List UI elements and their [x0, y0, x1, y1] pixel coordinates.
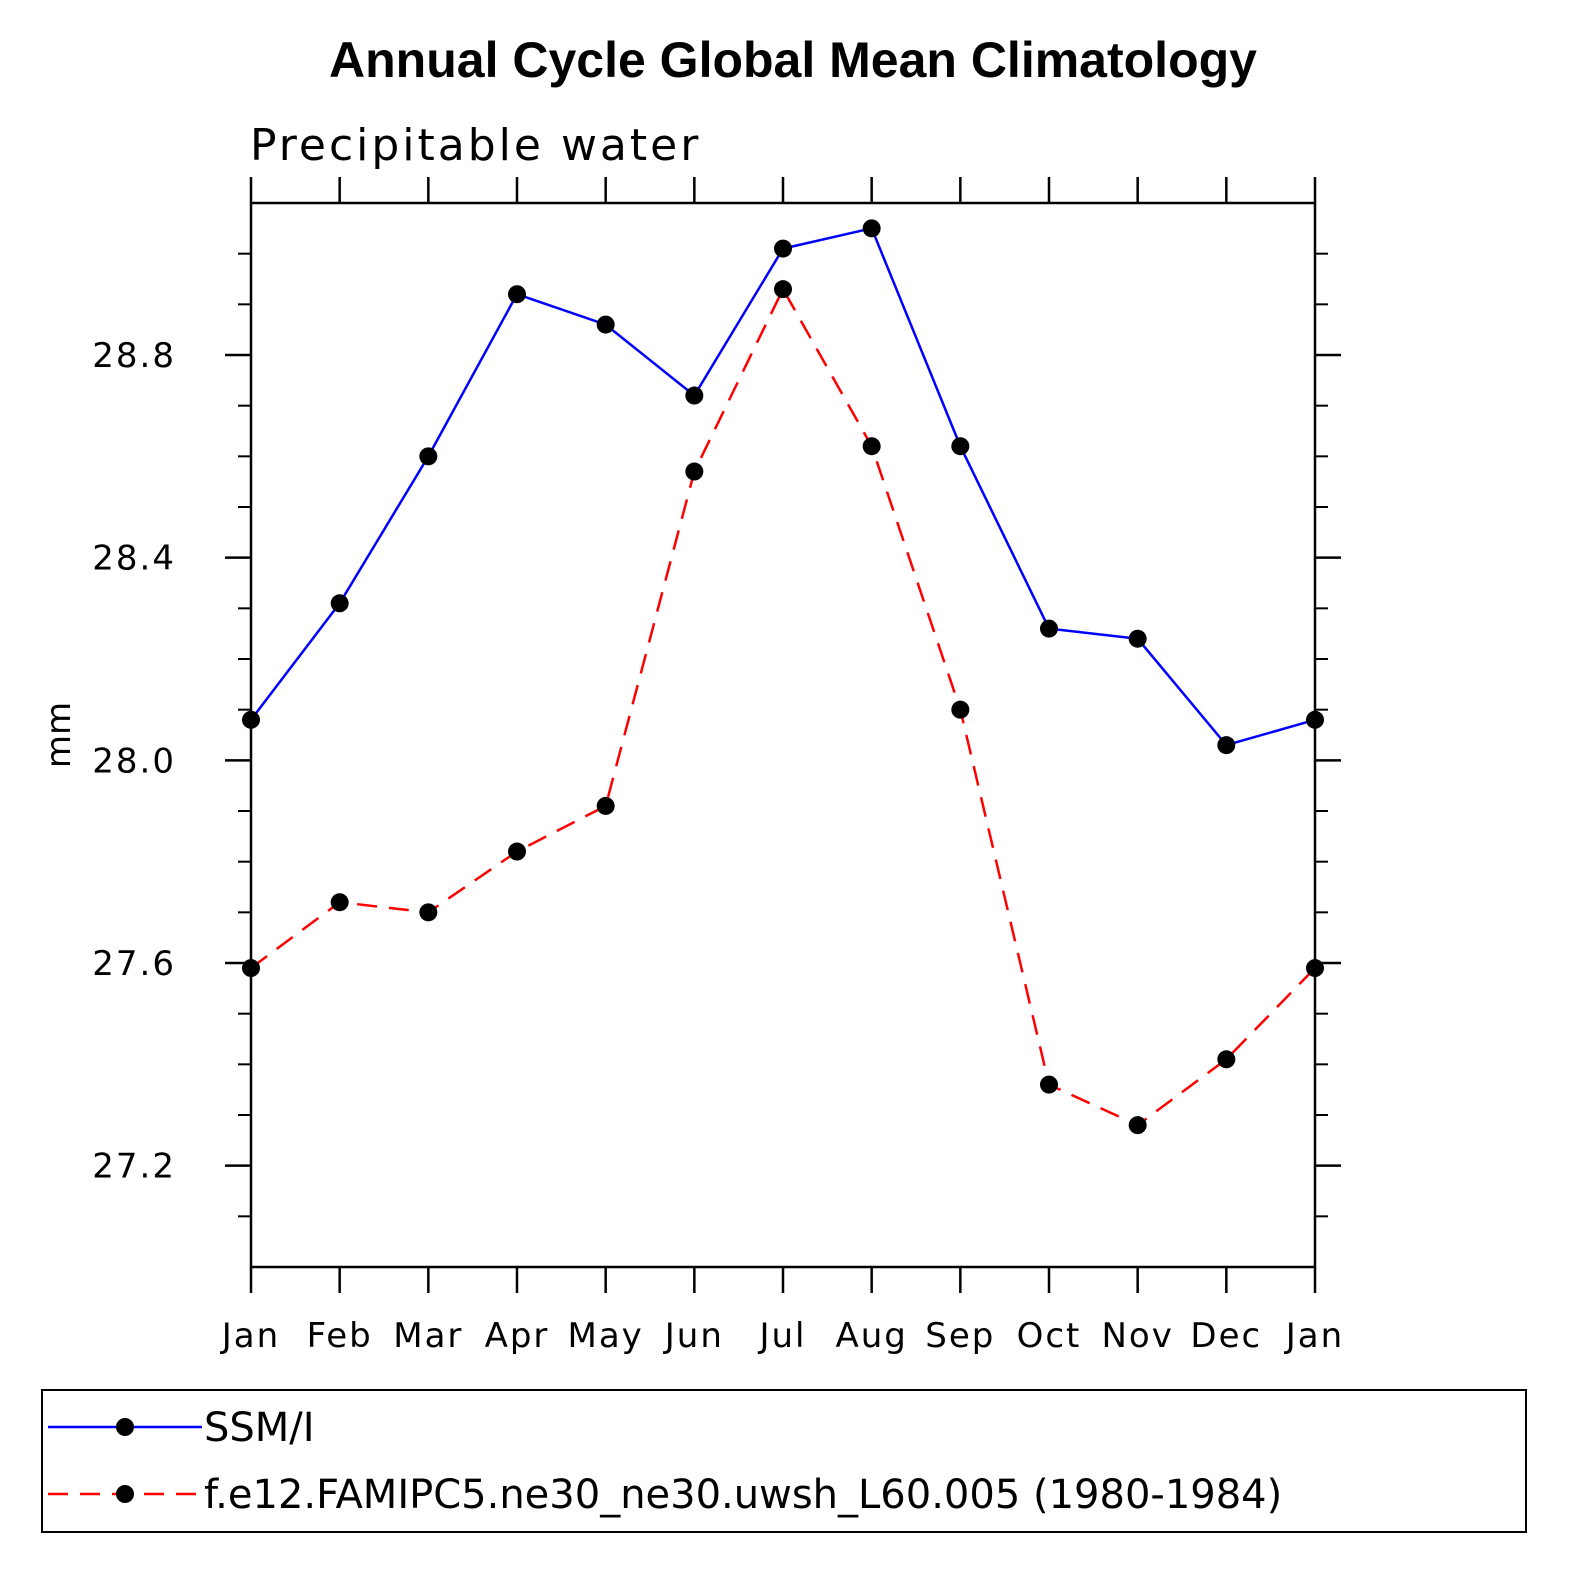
data-point	[330, 594, 349, 613]
y-tick-label: 27.6	[92, 944, 176, 984]
data-point	[1040, 619, 1058, 638]
series-line-1	[250, 286, 1316, 1127]
data-point	[774, 280, 792, 299]
data-point	[330, 893, 349, 912]
x-tick-label: Dec	[1190, 1316, 1262, 1356]
x-tick-label: Apr	[485, 1316, 550, 1356]
y-axis-label: mm	[39, 702, 79, 768]
y-tick-label: 28.8	[92, 336, 176, 376]
x-tick-label: Jan	[1284, 1316, 1344, 1356]
data-point	[951, 700, 970, 719]
data-point	[596, 796, 615, 815]
x-tick-label: Jan	[220, 1316, 280, 1356]
data-point	[1217, 1050, 1236, 1069]
data-point	[774, 239, 792, 258]
data-point	[508, 842, 526, 861]
data-point	[596, 315, 615, 334]
legend-marker-model	[116, 1485, 134, 1503]
series-layer	[242, 219, 1324, 1135]
x-tick-label: Nov	[1101, 1316, 1173, 1356]
data-point	[419, 903, 438, 922]
legend: SSM/I f.e12.FAMIPC5.ne30_ne30.uwsh_L60.0…	[41, 1389, 1527, 1533]
data-point	[685, 462, 704, 481]
x-tick-label: May	[568, 1316, 644, 1356]
plot-frame	[249, 201, 1317, 1269]
x-tick-label: Aug	[835, 1316, 907, 1356]
data-point	[862, 219, 881, 238]
axes: Jan Feb Mar Apr May Jun Jul Aug Sep Oct Nov Dec Jan 2…	[92, 177, 1344, 1356]
x-tick-label: Mar	[393, 1316, 463, 1356]
chart-subtitle: Precipitable water	[250, 120, 701, 171]
data-point	[1040, 1075, 1058, 1094]
chart-title: Annual Cycle Global Mean Climatology	[329, 32, 1257, 88]
data-point	[862, 437, 881, 456]
legend-marker-ssmi	[116, 1418, 134, 1436]
y-tick-label: 28.4	[92, 539, 176, 579]
legend-label-ssmi: SSM/I	[204, 1405, 315, 1451]
data-point	[685, 386, 704, 405]
data-point	[419, 447, 438, 466]
x-tick-label: Sep	[925, 1316, 995, 1356]
y-tick-label: 28.0	[92, 741, 176, 781]
data-point	[951, 437, 970, 456]
legend-box	[41, 1389, 1527, 1533]
series-line-0	[250, 226, 1316, 747]
data-point	[1217, 736, 1236, 755]
x-tick-label: Jul	[757, 1316, 806, 1356]
x-tick-label: Oct	[1017, 1316, 1082, 1356]
data-point	[1128, 629, 1147, 648]
x-tick-label: Feb	[307, 1316, 373, 1356]
x-tick-label: Jun	[663, 1316, 724, 1356]
y-tick-label: 27.2	[92, 1147, 176, 1187]
data-point	[508, 285, 526, 304]
data-point	[1128, 1116, 1147, 1135]
legend-label-model: f.e12.FAMIPC5.ne30_ne30.uwsh_L60.005 (19…	[204, 1472, 1282, 1518]
